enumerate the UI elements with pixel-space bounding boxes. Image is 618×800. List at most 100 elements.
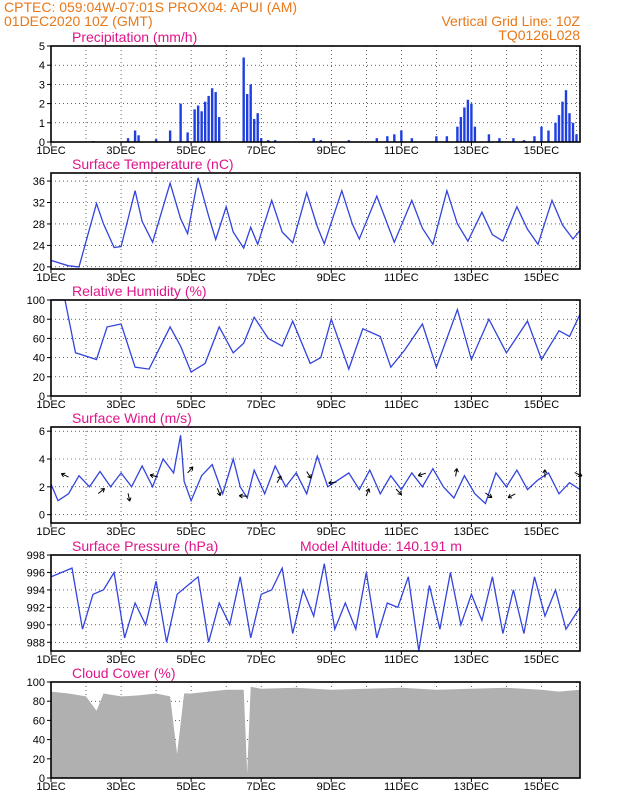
header-station: CPTEC: 059:04W-07:01S PROX04: APUI (AM) xyxy=(4,0,297,15)
precipitation-ytick-label: 5 xyxy=(39,41,45,53)
precipitation-xtick-label: 11DEC xyxy=(384,145,419,157)
wind-arrow xyxy=(453,468,459,477)
pressure-ytick-label: 992 xyxy=(27,602,45,614)
pressure-xtick-label: 5DEC xyxy=(176,654,205,666)
pressure-title: Surface Pressure (hPa) xyxy=(72,538,218,554)
temperature-line xyxy=(50,177,581,268)
temperature-xtick-label: 7DEC xyxy=(247,272,276,284)
precipitation-bar xyxy=(456,126,459,142)
wind-arrow xyxy=(507,493,516,499)
humidity-ytick-label: 40 xyxy=(33,353,45,365)
wind-arrow xyxy=(126,493,132,502)
precipitation-bar xyxy=(214,92,217,142)
temperature-title: Surface Temperature (nC) xyxy=(72,156,234,172)
pressure-xtick-label: 13DEC xyxy=(454,654,490,666)
wind-xtick-label: 1DEC xyxy=(36,526,65,538)
header-grid-line: Vertical Grid Line: 10Z xyxy=(441,13,580,29)
cloud-cover-xtick-label: 5DEC xyxy=(176,781,205,793)
wind-ytick-label: 0 xyxy=(39,510,45,522)
precipitation-bar xyxy=(126,138,130,142)
precipitation-bar xyxy=(196,105,200,142)
wind-frame xyxy=(50,426,581,524)
model-altitude-label: Model Altitude: 140.191 m xyxy=(300,538,462,554)
precipitation-bar xyxy=(347,140,350,142)
precipitation-bar xyxy=(210,88,214,142)
precipitation-bar xyxy=(400,130,403,142)
humidity-panel: 0 20 40 60 80 100 1DEC 3DEC 5DEC 7DEC 9DEC 11DEC 13D… xyxy=(27,295,581,411)
wind-ytick-label: 6 xyxy=(39,426,45,438)
precipitation-bar xyxy=(540,126,543,142)
precipitation-bar xyxy=(561,101,564,142)
humidity-xtick-label: 1DEC xyxy=(36,399,65,411)
precipitation-xtick-label: 5DEC xyxy=(176,145,205,157)
precipitation-ytick-label: 4 xyxy=(39,60,45,72)
precipitation-bar xyxy=(393,134,396,142)
wind-arrow xyxy=(149,473,159,479)
temperature-xtick-label: 3DEC xyxy=(106,272,135,284)
precipitation-bar xyxy=(568,113,571,142)
cloud-cover-xtick-label: 13DEC xyxy=(454,781,490,793)
precipitation-bar xyxy=(133,130,137,142)
precipitation-bar xyxy=(168,130,172,142)
precipitation-bar xyxy=(252,118,256,142)
temperature-frame xyxy=(50,172,581,270)
precipitation-bar xyxy=(522,140,526,142)
temperature-ytick-label: 36 xyxy=(33,176,45,188)
pressure-xtick-label: 11DEC xyxy=(384,654,419,666)
wind-arrow xyxy=(542,469,548,478)
precipitation-bar xyxy=(312,138,315,142)
cloud-cover-ytick-label: 0 xyxy=(39,773,45,785)
humidity-line xyxy=(51,299,581,373)
pressure-line xyxy=(50,563,581,652)
temperature-xtick-label: 5DEC xyxy=(176,272,205,284)
precipitation-bar xyxy=(274,140,277,142)
cloud-cover-area xyxy=(51,686,580,778)
precipitation-xtick-label: 1DEC xyxy=(36,145,65,157)
pressure-xtick-label: 1DEC xyxy=(36,654,65,666)
precipitation-bar xyxy=(557,115,561,142)
humidity-xtick-label: 15DEC xyxy=(524,399,560,411)
temperature-panel: 20 24 28 32 36 1DEC 3DEC 5DEC 7DEC 9DEC 11DEC 13DEC… xyxy=(33,172,581,284)
precipitation-xtick-label: 3DEC xyxy=(106,145,135,157)
precipitation-bar xyxy=(445,136,449,142)
wind-xtick-label: 7DEC xyxy=(247,526,276,538)
header-run-time: 01DEC2020 10Z (GMT) xyxy=(4,13,153,29)
wind-arrow xyxy=(60,472,69,478)
cloud-cover-frame xyxy=(50,681,581,779)
precipitation-bar xyxy=(242,57,245,142)
pressure-ytick-label: 988 xyxy=(27,637,45,649)
wind-arrow xyxy=(365,488,371,497)
temperature-xtick-label: 11DEC xyxy=(384,272,419,284)
wind-arrow xyxy=(395,488,403,496)
wind-arrow xyxy=(238,493,248,499)
cloud-cover-xtick-label: 9DEC xyxy=(317,781,346,793)
cloud-cover-xtick-label: 15DEC xyxy=(524,781,560,793)
wind-xtick-label: 3DEC xyxy=(106,526,135,538)
precipitation-bar xyxy=(179,103,182,142)
precipitation-bar xyxy=(256,113,259,142)
temperature-ytick-label: 20 xyxy=(33,262,45,274)
precipitation-bar xyxy=(193,109,196,142)
cloud-cover-ytick-label: 40 xyxy=(33,735,45,747)
wind-line xyxy=(50,435,581,505)
precipitation-xtick-label: 9DEC xyxy=(317,145,346,157)
precipitation-xtick-label: 13DEC xyxy=(454,145,490,157)
precipitation-xtick-label: 7DEC xyxy=(247,145,276,157)
precipitation-bar xyxy=(512,138,515,142)
precipitation-xtick-label: 15DEC xyxy=(524,145,560,157)
temperature-ytick-label: 28 xyxy=(33,219,45,231)
precipitation-bar xyxy=(319,140,322,142)
cloud-cover-ytick-label: 20 xyxy=(33,754,45,766)
humidity-title: Relative Humidity (%) xyxy=(72,283,207,299)
precipitation-bar xyxy=(207,95,210,142)
pressure-xtick-label: 15DEC xyxy=(524,654,560,666)
precipitation-bar xyxy=(375,138,379,142)
precipitation-bar xyxy=(249,84,252,142)
temperature-xtick-label: 9DEC xyxy=(317,272,346,284)
precipitation-frame xyxy=(50,45,581,143)
cloud-cover-xtick-label: 7DEC xyxy=(247,781,276,793)
panels: 0 1 2 3 4 5 1DEC 3DEC 5DEC 7DEC 9DEC 11DEC 13DEC 15DE… xyxy=(27,41,583,793)
precipitation-ytick-label: 2 xyxy=(39,99,45,111)
wind-title: Surface Wind (m/s) xyxy=(72,410,192,426)
